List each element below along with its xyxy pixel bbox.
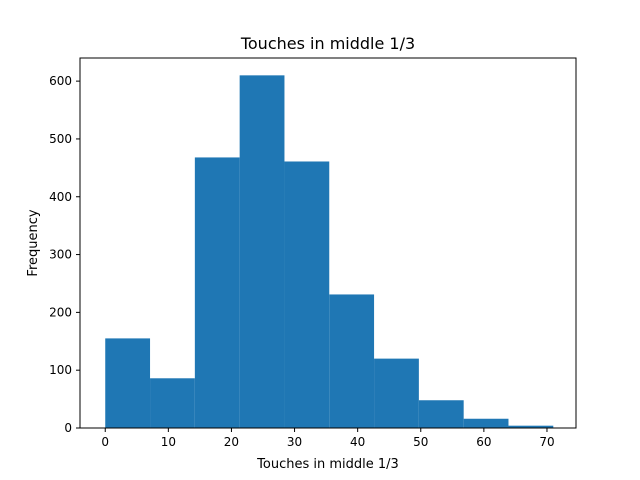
histogram-bar (105, 338, 151, 428)
y-tick-label: 0 (64, 421, 72, 435)
histogram-bar (374, 358, 419, 428)
y-axis-ticks: 0 100 200 300 400 500 600 (49, 74, 80, 435)
chart-title: Touches in middle 1/3 (240, 34, 415, 53)
x-tick-label: 70 (539, 435, 554, 449)
y-tick-label: 600 (49, 74, 72, 88)
x-tick-label: 30 (287, 435, 302, 449)
y-tick-label: 100 (49, 363, 72, 377)
x-tick-label: 10 (161, 435, 176, 449)
x-axis-ticks: 0 10 20 30 40 50 60 70 (101, 428, 555, 449)
y-tick-label: 500 (49, 132, 72, 146)
plot-frame (79, 57, 577, 429)
bars-group (105, 75, 554, 428)
x-axis-label: Touches in middle 1/3 (256, 457, 399, 472)
histogram-bar (194, 157, 240, 428)
histogram-bar (239, 75, 285, 428)
histogram-bar (329, 294, 375, 428)
histogram-bar (463, 418, 509, 428)
y-tick-label: 400 (49, 190, 72, 204)
histogram-bar (284, 161, 330, 428)
histogram-bar (150, 378, 195, 428)
x-tick-label: 40 (350, 435, 365, 449)
histogram-bar (418, 400, 464, 428)
x-tick-label: 20 (224, 435, 239, 449)
y-tick-label: 300 (49, 248, 72, 262)
y-tick-label: 200 (49, 305, 72, 319)
x-tick-label: 50 (413, 435, 428, 449)
x-tick-label: 0 (101, 435, 109, 449)
histogram-bar (508, 425, 554, 428)
x-tick-label: 60 (476, 435, 491, 449)
y-axis-label: Frequency (26, 209, 41, 276)
